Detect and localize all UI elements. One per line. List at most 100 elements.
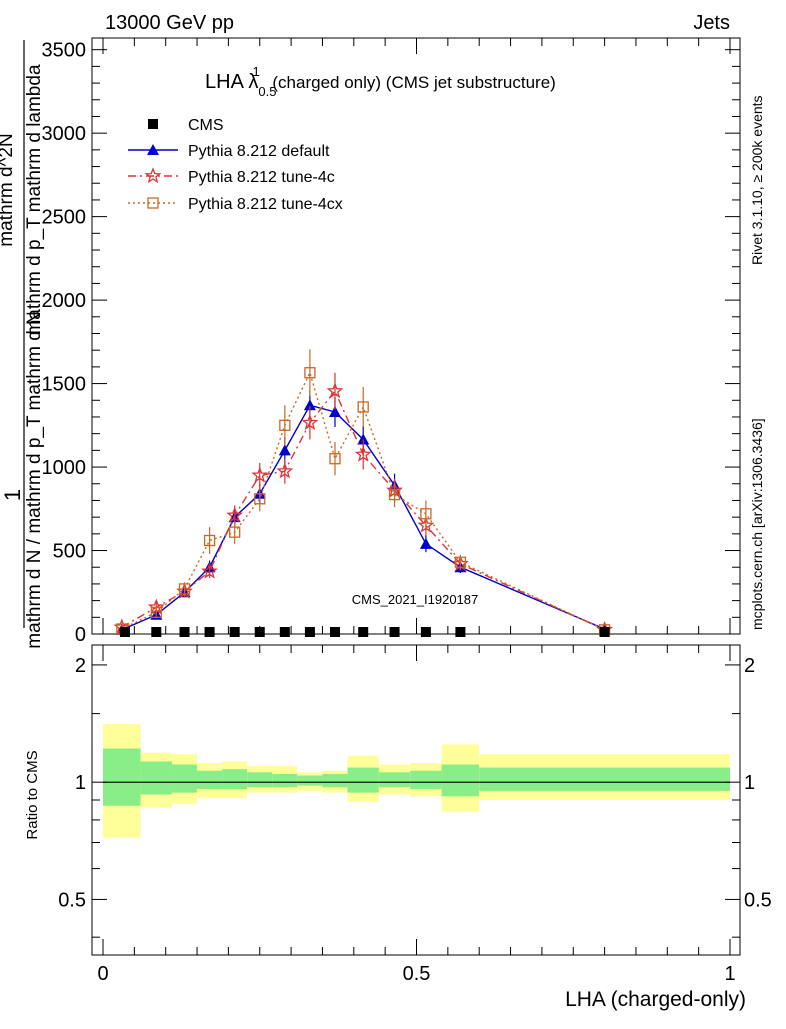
series-2-point-6 <box>279 419 291 431</box>
cms-point-2 <box>179 627 190 637</box>
cms-point-10 <box>389 627 400 637</box>
series-0-point-9 <box>357 433 370 445</box>
main-ytick-label-1: 500 <box>53 541 86 563</box>
legend-label-2: Pythia 8.212 tune-4c <box>188 169 335 186</box>
legend-label-3: Pythia 8.212 tune-4cx <box>188 196 343 213</box>
series-0-point-8 <box>328 405 341 417</box>
series-0-point-6 <box>278 444 291 456</box>
xtick-label-1: 0.5 <box>403 963 431 985</box>
header-left: 13000 GeV pp <box>105 12 234 34</box>
series-0-point-11 <box>419 537 432 549</box>
watermark: CMS_2021_I1920187 <box>352 592 479 607</box>
ratio-band-inner-7 <box>297 775 323 786</box>
cms-point-7 <box>304 627 315 637</box>
ratio-ytick-label-0: 0.5 <box>58 889 86 911</box>
legend-marker-0 <box>148 119 158 129</box>
ylabel-denom2: mathrm d p_T mathrm d lambda <box>24 64 45 335</box>
title-rest: (charged only) (CMS jet substructure) <box>268 73 556 92</box>
series-1-point-3 <box>201 562 218 579</box>
ratio-band-inner-11 <box>410 770 442 790</box>
cms-point-13 <box>599 627 610 637</box>
main-ytick-label-0: 0 <box>75 624 86 646</box>
ratio-band-inner-6 <box>272 773 298 788</box>
ratio-y-label: Ratio to CMS <box>24 750 41 839</box>
ratio-ytick-label-right-2: 2 <box>744 655 755 677</box>
series-2-point-3 <box>203 534 216 547</box>
series-2-point-4 <box>229 526 241 538</box>
ratio-band-inner-12 <box>441 764 480 797</box>
ratio-bands <box>103 724 730 838</box>
series-2-point-8 <box>329 453 341 465</box>
x-axis-label: LHA (charged-only) <box>565 988 746 1011</box>
ratio-band-inner-0 <box>103 748 141 806</box>
cms-point-4 <box>229 627 240 637</box>
title-main: LHA λ <box>205 71 258 93</box>
legend-marker-3 <box>147 197 159 209</box>
cms-point-1 <box>151 627 162 637</box>
series-2-point-9 <box>357 401 369 413</box>
series-line-1 <box>121 389 605 631</box>
main-ytick-label-4: 2000 <box>42 290 87 312</box>
series-0-point-7 <box>303 399 316 411</box>
legend-label-0: CMS <box>188 117 224 134</box>
series-2-point-11 <box>420 508 432 520</box>
series-1-point-7 <box>301 414 319 430</box>
main-ytick-label-5: 2500 <box>42 207 87 229</box>
legend-marker-2 <box>144 167 162 184</box>
cms-point-5 <box>254 627 265 637</box>
ratio-ytick-label-right-0: 0.5 <box>744 889 772 911</box>
ratio-band-inner-4 <box>222 769 248 790</box>
ratio-band-inner-10 <box>378 772 411 788</box>
series-1-point-11 <box>417 516 435 533</box>
rivet-label: Rivet 3.1.10, ≥ 200k events <box>749 95 765 265</box>
ratio-band-inner-5 <box>247 772 273 788</box>
ylabel-denominator: mathrm d N / mathrm d p_T mathrm d N <box>24 311 45 649</box>
ratio-frame: 0.5 0.5 1 1 2 2 0 0.5 1 <box>58 644 772 985</box>
ratio-band-inner-1 <box>140 761 172 795</box>
xtick-label-2: 1 <box>724 963 735 985</box>
series-2-point-10 <box>388 488 401 501</box>
legend-label-1: Pythia 8.212 default <box>188 143 330 160</box>
title-sub: 0.5 <box>258 84 276 99</box>
ratio-band-inner-2 <box>171 764 198 793</box>
legend-marker-1 <box>147 144 159 155</box>
main-y-label: 1 mathrm d N / mathrm d p_T mathrm d N m… <box>0 40 45 649</box>
series-2-point-7 <box>304 367 316 379</box>
header-right: Jets <box>693 12 730 34</box>
ratio-band-inner-13 <box>479 767 730 791</box>
ratio-ytick-label-2: 2 <box>75 655 86 677</box>
ratio-band-inner-8 <box>322 773 348 788</box>
cms-points <box>119 627 610 637</box>
cms-point-12 <box>455 627 466 637</box>
xtick-label-0: 0 <box>97 963 108 985</box>
series-2-point-2 <box>178 583 191 595</box>
main-ytick-label-2: 1000 <box>42 457 87 479</box>
series-2-point-12 <box>454 556 467 568</box>
series-1-point-5 <box>251 466 269 483</box>
ylabel-numerator: 1 <box>0 489 25 501</box>
cms-point-3 <box>204 627 215 637</box>
series-2-point-1 <box>150 606 162 618</box>
series-layer <box>113 349 613 637</box>
mcplots-label: mcplots.cern.ch [arXiv:1306.3436] <box>749 418 765 630</box>
legend: CMS Pythia 8.212 default Pythia 8.212 tune… <box>128 117 343 213</box>
chart-title: LHA λ0.5 1 (charged only) (CMS jet substr… <box>205 64 556 99</box>
cms-point-9 <box>358 627 369 637</box>
ratio-band-inner-9 <box>347 767 379 793</box>
series-1-point-6 <box>276 462 294 479</box>
series-2-point-5 <box>254 493 266 505</box>
series-1-point-4 <box>226 506 243 523</box>
main-ytick-label-3: 1500 <box>42 374 87 396</box>
ratio-ytick-label-1: 1 <box>75 772 86 794</box>
title-sup: 1 <box>252 64 259 79</box>
series-1-point-9 <box>354 445 372 462</box>
ratio-band-inner-3 <box>197 770 223 790</box>
main-ytick-label-7: 3500 <box>42 40 87 62</box>
cms-point-6 <box>279 627 290 637</box>
ratio-ytick-label-right-1: 1 <box>744 772 755 794</box>
main-frame: 0 500 1000 1500 2000 2500 3000 3500 <box>42 37 741 646</box>
cms-point-8 <box>329 627 340 637</box>
series-1-point-8 <box>326 382 344 399</box>
